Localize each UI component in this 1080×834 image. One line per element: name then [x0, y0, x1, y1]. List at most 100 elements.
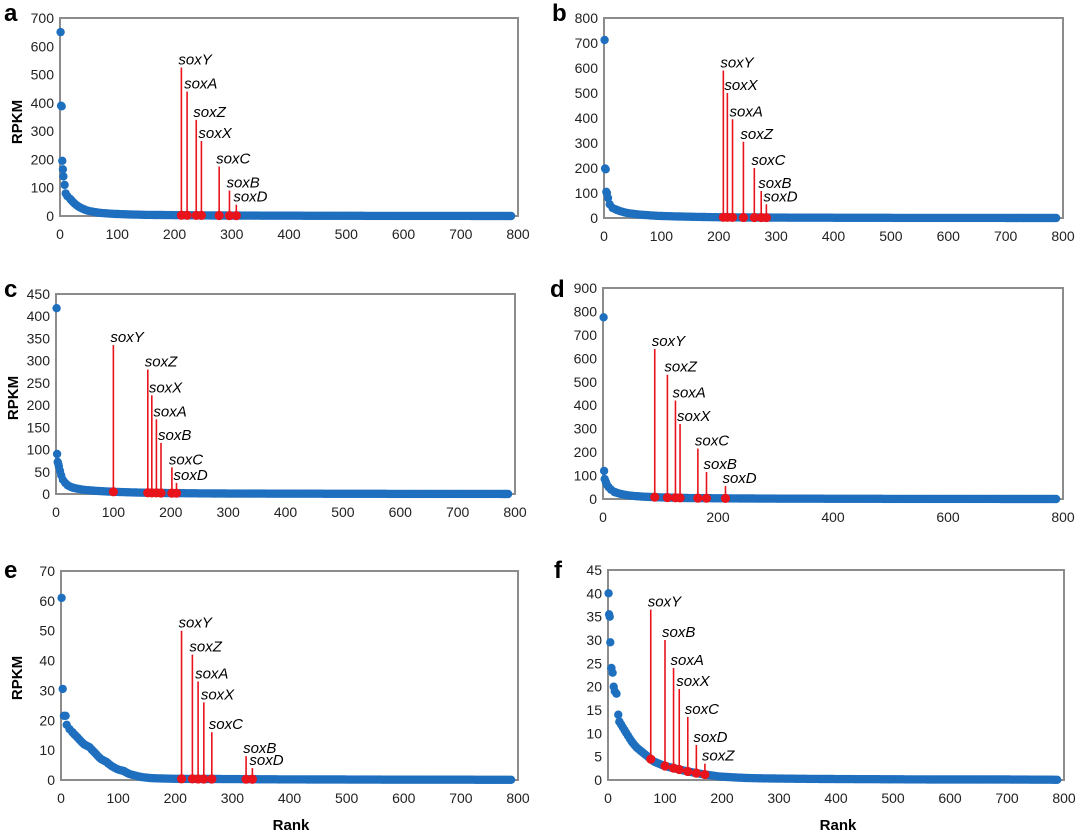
gene-point — [156, 488, 166, 498]
gene-label: soxB — [158, 427, 191, 444]
gene-point — [660, 761, 670, 771]
data-point — [1051, 213, 1061, 223]
x-axis-label: Rank — [273, 817, 310, 834]
data-point — [61, 711, 70, 720]
gene-label: soxY — [652, 333, 686, 350]
y-tick-label: 500 — [575, 85, 599, 101]
panel-f: f Rank 0 5 10 15 20 25 30 35 40 45 0 100 200 300 400 50… — [554, 557, 1076, 834]
y-tick-label: 300 — [27, 353, 51, 369]
gene-label: soxC — [685, 701, 719, 718]
x-tick-label: 300 — [221, 790, 245, 806]
x-tick-label: 0 — [52, 504, 60, 520]
gene-label: soxC — [216, 151, 250, 168]
data-point — [58, 156, 67, 165]
x-tick-label: 700 — [995, 790, 1019, 806]
x-tick-label: 0 — [604, 790, 612, 806]
gene-label: soxD — [249, 752, 283, 769]
gene-point — [646, 754, 656, 764]
plot-frame — [60, 570, 519, 781]
y-tick-label: 900 — [574, 280, 598, 296]
y-tick-label: 150 — [27, 419, 51, 435]
gene-label: soxB — [758, 175, 791, 192]
gene-label: soxD — [763, 188, 797, 205]
gene-label: soxB — [704, 456, 737, 473]
data-point — [60, 180, 69, 190]
x-tick-label: 700 — [446, 504, 470, 520]
y-tick-label: 45 — [586, 562, 602, 578]
x-tick-label: 400 — [274, 504, 298, 520]
gene-label: soxA — [153, 403, 186, 420]
gene-label: soxY — [178, 52, 212, 69]
y-tick-label: 10 — [39, 742, 55, 758]
gene-label: soxX — [198, 125, 232, 142]
x-tick-label: 600 — [389, 504, 413, 520]
y-axis-label: RPKM — [9, 656, 26, 700]
gene-label: soxD — [173, 467, 207, 484]
y-tick-label: 20 — [39, 712, 55, 728]
gene-label: soxZ — [740, 126, 773, 143]
data-point — [1053, 775, 1062, 784]
x-tick-label: 500 — [879, 228, 903, 244]
data-point — [52, 449, 62, 459]
gene-point — [662, 492, 673, 503]
gene-label: soxY — [110, 329, 144, 346]
y-tick-label: 20 — [586, 679, 602, 695]
panel-label: b — [552, 0, 567, 27]
y-tick-label: 0 — [594, 772, 602, 788]
gene-label: soxB — [662, 624, 695, 641]
x-tick-label: 800 — [506, 226, 530, 242]
data-point — [506, 211, 516, 221]
gene-label: soxX — [149, 379, 183, 396]
x-tick-label: 800 — [1051, 228, 1075, 244]
y-tick-label: 40 — [586, 585, 602, 601]
data-point — [57, 102, 66, 111]
y-tick-label: 600 — [574, 350, 598, 366]
gene-point — [749, 212, 759, 223]
gene-label: soxB — [243, 740, 276, 757]
plot-frame — [59, 17, 519, 217]
x-tick-label: 500 — [331, 504, 355, 520]
y-tick-label: 300 — [575, 135, 599, 151]
y-tick-label: 800 — [574, 303, 598, 319]
gene-point — [199, 774, 209, 784]
plot-frame — [55, 293, 516, 495]
x-tick-label: 100 — [106, 790, 130, 806]
gene-label: soxD — [693, 729, 727, 746]
y-tick-label: 200 — [574, 444, 598, 460]
y-tick-label: 350 — [27, 330, 51, 346]
plot-frame — [603, 17, 1064, 219]
panel-d: d 0 100 200 300 400 500 600 700 800 900 0 200 400 600… — [550, 276, 1075, 525]
x-tick-label: 700 — [449, 790, 473, 806]
y-tick-label: 35 — [586, 609, 602, 625]
y-tick-label: 600 — [31, 38, 55, 54]
y-tick-label: 450 — [27, 286, 51, 302]
x-tick-label: 200 — [159, 504, 183, 520]
x-tick-label: 200 — [164, 790, 188, 806]
gene-label: soxY — [720, 55, 754, 72]
gene-label: soxA — [184, 76, 217, 93]
data-point — [57, 593, 66, 603]
data-point — [600, 35, 609, 45]
x-tick-label: 400 — [278, 790, 302, 806]
data-point — [612, 689, 621, 698]
data-point — [614, 710, 623, 719]
y-tick-label: 50 — [34, 464, 50, 480]
gene-label: soxC — [751, 152, 785, 169]
gene-point — [224, 210, 235, 221]
y-tick-label: 300 — [31, 123, 55, 139]
gene-label: soxZ — [702, 748, 735, 765]
x-tick-label: 300 — [767, 790, 791, 806]
gene-point — [700, 769, 710, 780]
gene-label: soxA — [672, 385, 705, 402]
gene-label: soxX — [676, 673, 710, 690]
gene-label: soxY — [179, 615, 213, 632]
y-tick-label: 700 — [574, 327, 598, 343]
gene-point — [683, 766, 693, 777]
panel-label: e — [4, 557, 17, 584]
gene-point — [207, 774, 217, 784]
y-tick-label: 100 — [27, 442, 51, 458]
x-tick-label: 0 — [600, 228, 608, 244]
y-tick-label: 600 — [575, 60, 599, 76]
y-axis-label: RPKM — [9, 100, 26, 144]
x-tick-label: 800 — [503, 504, 527, 520]
